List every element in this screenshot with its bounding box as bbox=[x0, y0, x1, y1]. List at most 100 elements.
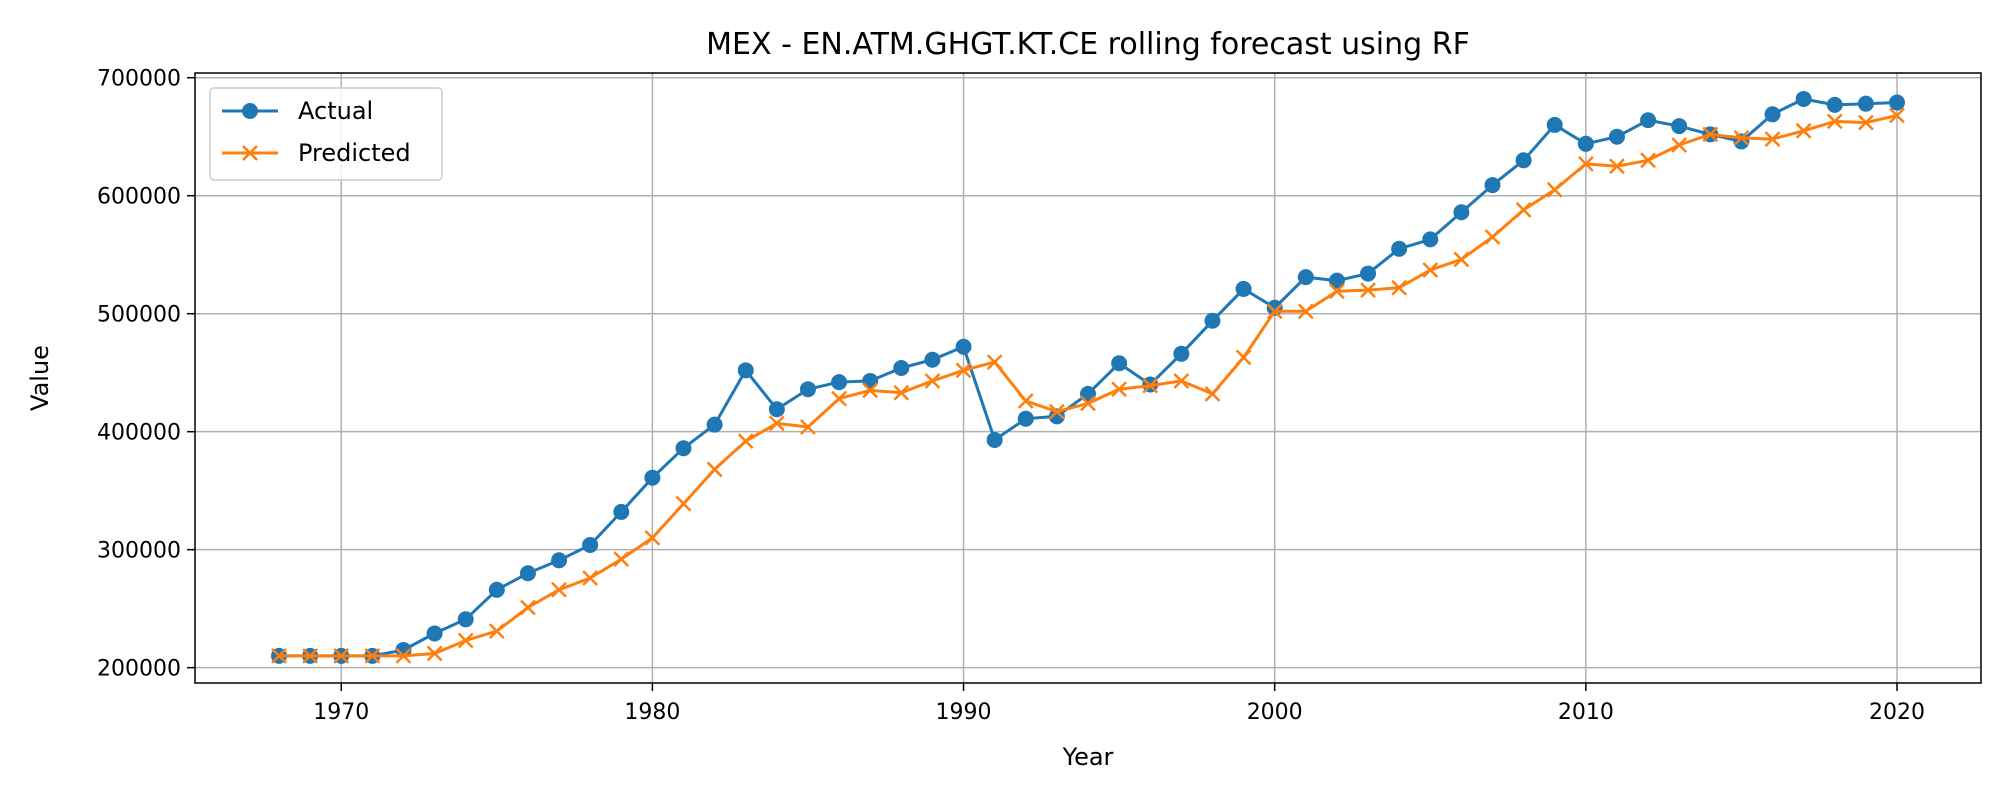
series-actual-point bbox=[799, 381, 816, 398]
series-predicted-point bbox=[1764, 131, 1781, 147]
series-predicted-point bbox=[1204, 386, 1221, 402]
series-predicted-point bbox=[986, 354, 1003, 370]
series-predicted-point bbox=[1111, 381, 1127, 398]
series-predicted-point bbox=[1329, 283, 1345, 300]
series-predicted-point bbox=[1889, 107, 1905, 124]
series-predicted-point bbox=[1266, 303, 1283, 320]
y-tick-label: 500000 bbox=[97, 303, 181, 328]
series-predicted-point bbox=[1857, 114, 1874, 131]
series-actual-point bbox=[1515, 152, 1532, 169]
y-axis-ticks: 200000 300000 400000 500000 600000 700000 bbox=[97, 67, 195, 682]
series-predicted-point bbox=[768, 415, 785, 432]
series-predicted-point bbox=[613, 551, 630, 567]
series-actual-point bbox=[893, 359, 910, 376]
series-predicted-point bbox=[1733, 130, 1750, 146]
series-predicted-point bbox=[893, 384, 910, 401]
series-predicted-point bbox=[1640, 152, 1656, 169]
series-predicted-point bbox=[302, 647, 319, 664]
series-predicted-point bbox=[271, 647, 287, 664]
series-predicted-point bbox=[800, 419, 816, 435]
series-actual-point bbox=[457, 611, 474, 628]
series-actual-point bbox=[395, 641, 412, 658]
series-actual-point bbox=[1360, 265, 1377, 282]
x-tick-label: 2010 bbox=[1558, 700, 1614, 725]
series-predicted-point bbox=[644, 529, 661, 546]
series-predicted-point bbox=[333, 647, 350, 664]
series-actual-point bbox=[1546, 116, 1563, 133]
series-actual-point bbox=[1173, 345, 1190, 362]
series-predicted-point bbox=[955, 362, 972, 379]
series-predicted-point bbox=[1017, 393, 1034, 409]
series-predicted-point bbox=[706, 461, 723, 478]
series-predicted-point bbox=[1795, 122, 1812, 139]
series-predicted-point bbox=[831, 390, 847, 407]
x-tick-label: 1970 bbox=[313, 700, 369, 725]
legend: Actual Predicted bbox=[209, 87, 443, 181]
series-actual-point bbox=[1328, 272, 1345, 289]
series-predicted-point bbox=[488, 623, 505, 639]
series-actual-point bbox=[1795, 90, 1812, 107]
x-tick-label: 2020 bbox=[1869, 700, 1925, 725]
series-actual-point bbox=[675, 440, 692, 457]
series-actual-point bbox=[737, 362, 754, 379]
series-predicted-point bbox=[1546, 181, 1563, 198]
grid bbox=[195, 73, 1981, 683]
legend-item-actual: Actual bbox=[222, 97, 373, 125]
series-actual-point bbox=[1888, 94, 1905, 111]
series-predicted-point bbox=[1453, 251, 1470, 268]
series-predicted-point bbox=[1671, 137, 1688, 153]
series-actual-point bbox=[1484, 177, 1501, 194]
series-predicted-point bbox=[520, 599, 536, 616]
series-predicted-point bbox=[1484, 229, 1501, 245]
series-actual-point bbox=[768, 401, 785, 418]
x-tick-label: 1990 bbox=[936, 700, 992, 725]
series-actual-point bbox=[1235, 280, 1252, 297]
series-actual-point bbox=[924, 351, 941, 368]
legend-predicted-marker bbox=[242, 145, 258, 161]
legend-item-predicted: Predicted bbox=[222, 139, 411, 167]
series-actual-point bbox=[831, 374, 848, 391]
series-actual-point bbox=[1297, 269, 1314, 286]
plot-frame bbox=[194, 72, 1982, 684]
series-layer bbox=[271, 90, 1905, 664]
series-actual-point bbox=[1671, 118, 1688, 135]
series-predicted-point bbox=[1702, 126, 1719, 143]
series-actual-point bbox=[1422, 231, 1439, 248]
series-predicted-point bbox=[1142, 377, 1159, 394]
series-actual-point bbox=[706, 416, 723, 433]
series-actual-point bbox=[644, 469, 661, 486]
series-predicted-point bbox=[1235, 349, 1252, 366]
series-predicted-point bbox=[1080, 395, 1096, 412]
series-predicted-point bbox=[457, 632, 474, 649]
series-predicted-point bbox=[737, 433, 754, 450]
series-predicted-point bbox=[426, 645, 443, 662]
x-axis-ticks: 1970 1980 1990 2000 2010 2020 bbox=[313, 683, 1925, 725]
y-tick-label: 400000 bbox=[97, 421, 181, 446]
series-actual-point bbox=[1640, 112, 1657, 129]
series-predicted-point bbox=[1422, 262, 1439, 278]
series-predicted-point bbox=[395, 647, 412, 664]
series-predicted-point bbox=[582, 570, 599, 586]
series-predicted-point bbox=[1577, 155, 1594, 172]
series-actual-point bbox=[1608, 128, 1625, 145]
series-actual-point bbox=[613, 503, 630, 520]
legend-actual-label: Actual bbox=[298, 97, 373, 125]
series-predicted-point bbox=[924, 373, 941, 389]
series-predicted-point bbox=[1360, 282, 1376, 298]
series-actual-point bbox=[1017, 410, 1034, 427]
series-actual-point bbox=[582, 536, 599, 553]
series-actual-point bbox=[1048, 408, 1065, 425]
series-actual-point bbox=[955, 338, 972, 355]
legend-predicted-label: Predicted bbox=[298, 139, 411, 167]
series-predicted-point bbox=[1049, 403, 1065, 420]
series-predicted-point bbox=[862, 382, 879, 399]
y-tick-label: 200000 bbox=[97, 657, 181, 682]
series-actual-point bbox=[1826, 96, 1843, 113]
chart-title: MEX - EN.ATM.GHGT.KT.CE rolling forecast… bbox=[706, 27, 1470, 62]
series-actual-point bbox=[1204, 312, 1221, 329]
series-actual-point bbox=[1111, 355, 1128, 372]
series-predicted-point bbox=[1609, 158, 1625, 175]
x-tick-label: 1980 bbox=[624, 700, 680, 725]
series-actual-point bbox=[488, 581, 505, 598]
series-predicted-point bbox=[1391, 279, 1408, 296]
